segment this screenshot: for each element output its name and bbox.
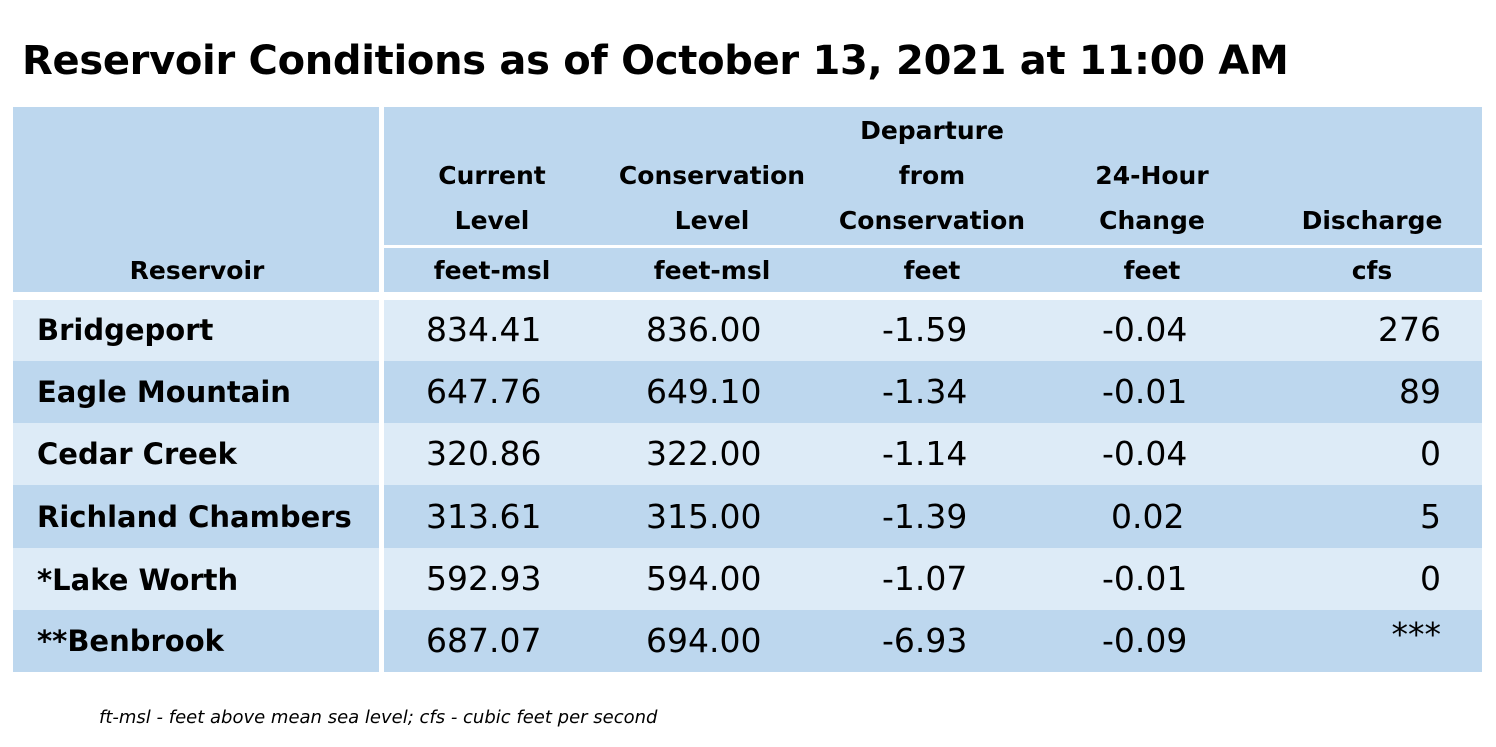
cell-conservation: 322.00	[646, 434, 762, 473]
cell-departure: -1.59	[882, 310, 968, 349]
header-departure-line3: Conservation	[838, 206, 1026, 235]
cell-departure: -1.14	[882, 434, 968, 473]
row-reservoir-name: *Lake Worth	[37, 563, 239, 597]
header-conservation-line2: Level	[674, 206, 750, 235]
cell-discharge: 89	[1399, 372, 1441, 411]
table-row: Cedar Creek	[13, 423, 1482, 485]
column-divider	[379, 107, 384, 672]
header-unit-divider	[384, 245, 1482, 248]
footnote: ft-msl - feet above mean sea level; cfs …	[99, 707, 658, 728]
header-conservation-line1: Conservation	[618, 161, 806, 190]
cell-current: 592.93	[426, 559, 542, 598]
cell-discharge: 0	[1420, 434, 1441, 473]
cell-current: 320.86	[426, 434, 542, 473]
table-row: Richland Chambers	[13, 485, 1482, 548]
row-reservoir-name: Richland Chambers	[37, 500, 352, 534]
cell-current: 647.76	[426, 372, 542, 411]
header-change-line1: 24-Hour	[1095, 161, 1209, 190]
header-current-line1: Current	[438, 161, 546, 190]
page-title: Reservoir Conditions as of October 13, 2…	[22, 38, 1289, 84]
header-change-line2: Change	[1099, 206, 1205, 235]
cell-conservation: 649.10	[646, 372, 762, 411]
header-current-line2: Level	[454, 206, 530, 235]
cell-change: -0.04	[1102, 310, 1188, 349]
cell-departure: -6.93	[882, 621, 968, 660]
cell-conservation: 836.00	[646, 310, 762, 349]
table-row: Bridgeport	[13, 300, 1482, 361]
cell-discharge: 276	[1378, 310, 1441, 349]
header-reservoir: Reservoir	[129, 256, 265, 285]
table-row: **Benbrook	[13, 610, 1482, 672]
cell-departure: -1.07	[882, 559, 968, 598]
cell-change: 0.02	[1111, 497, 1185, 536]
row-reservoir-name: Eagle Mountain	[37, 375, 291, 409]
cell-change: -0.04	[1102, 434, 1188, 473]
table-row: Eagle Mountain	[13, 361, 1482, 423]
header-divider	[13, 292, 1482, 300]
row-reservoir-name: Cedar Creek	[37, 437, 237, 471]
row-reservoir-name: **Benbrook	[37, 624, 224, 658]
row-reservoir-name: Bridgeport	[37, 313, 214, 347]
cell-conservation: 315.00	[646, 497, 762, 536]
cell-current: 834.41	[426, 310, 542, 349]
cell-departure: -1.39	[882, 497, 968, 536]
header-departure-line2: from	[898, 161, 966, 190]
table-header	[13, 107, 1482, 292]
reservoir-table: Reservoir Current Level feet-msl Conserv…	[13, 107, 1482, 672]
cell-discharge: 0	[1420, 559, 1441, 598]
header-departure-line1: Departure	[860, 116, 1004, 145]
header-departure-unit: feet	[903, 256, 961, 285]
header-discharge-line1: Discharge	[1301, 206, 1443, 235]
table-row: *Lake Worth	[13, 548, 1482, 610]
cell-discharge: 5	[1420, 497, 1441, 536]
header-change-unit: feet	[1123, 256, 1181, 285]
cell-conservation: 594.00	[646, 559, 762, 598]
cell-change: -0.01	[1102, 559, 1188, 598]
cell-change: -0.09	[1102, 621, 1188, 660]
cell-discharge: ***	[1391, 615, 1442, 654]
cell-departure: -1.34	[882, 372, 968, 411]
cell-current: 313.61	[426, 497, 542, 536]
header-discharge-unit: cfs	[1351, 256, 1393, 285]
header-current-unit: feet-msl	[433, 256, 551, 285]
cell-current: 687.07	[426, 621, 542, 660]
cell-conservation: 694.00	[646, 621, 762, 660]
header-conservation-unit: feet-msl	[653, 256, 771, 285]
cell-change: -0.01	[1102, 372, 1188, 411]
